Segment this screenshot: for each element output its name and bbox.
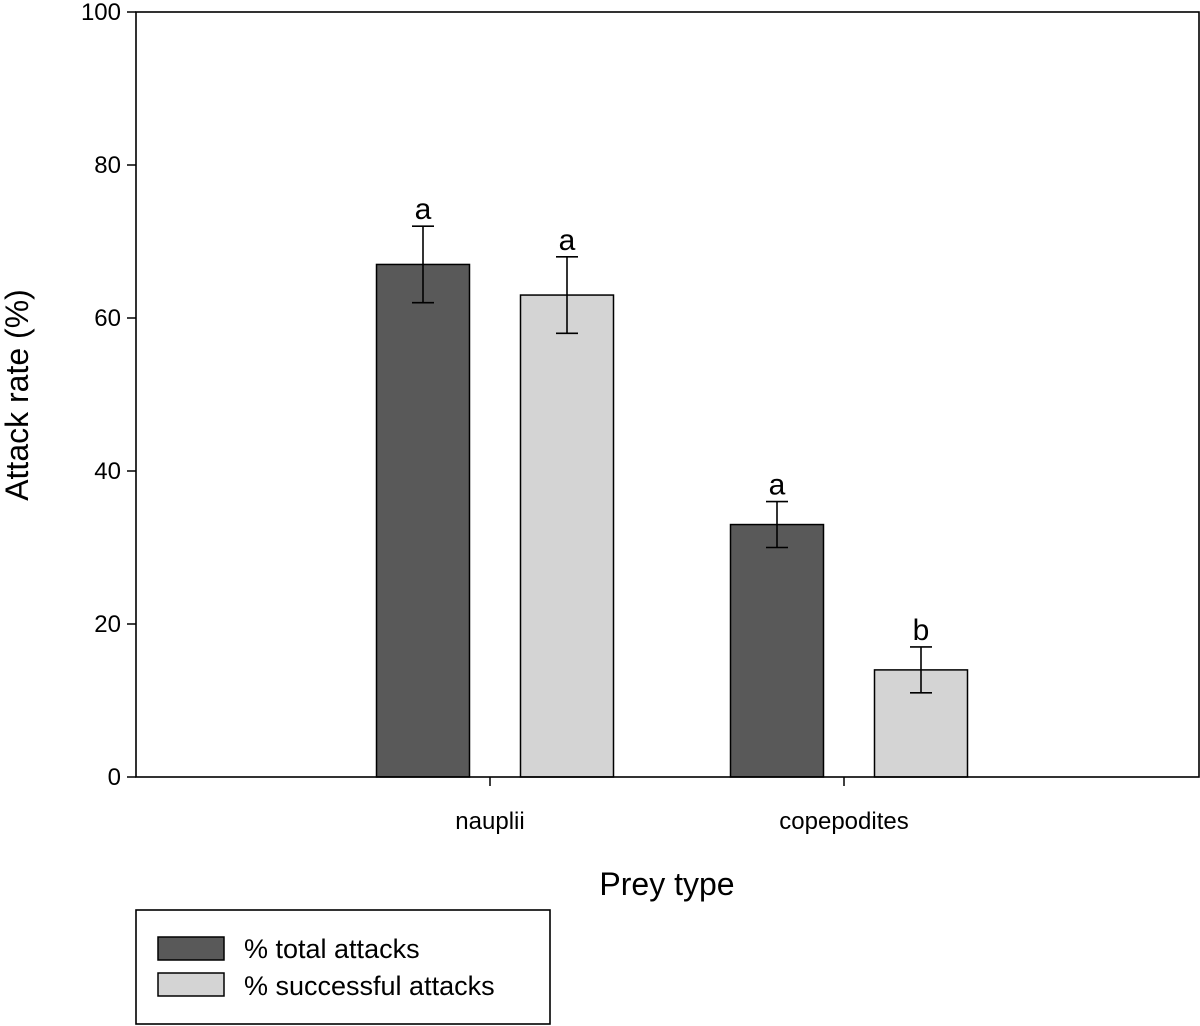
y-axis-title: Attack rate (%): [0, 289, 35, 501]
y-tick-label: 0: [108, 764, 121, 791]
x-tick-label: nauplii: [455, 808, 524, 835]
bar: [729, 523, 825, 778]
y-tick-label: 100: [81, 0, 121, 26]
y-tick-label: 40: [94, 458, 121, 485]
x-axis-title: Prey type: [599, 866, 734, 902]
y-tick-label: 80: [94, 152, 121, 179]
x-tick-label: copepodites: [779, 808, 908, 835]
plot-frame: [135, 11, 1200, 778]
legend-swatch-total-attacks: [157, 936, 225, 961]
y-tick-label: 60: [94, 305, 121, 332]
legend-swatch-successful-attacks: [157, 972, 225, 997]
significance-label: a: [769, 469, 786, 502]
legend-label-total-attacks: % total attacks: [244, 934, 420, 964]
bar: [519, 294, 615, 778]
y-tick-label: 20: [94, 611, 121, 638]
plot-area: a a a b: [375, 193, 969, 778]
significance-label: a: [415, 193, 432, 226]
legend-box: [135, 909, 551, 1025]
significance-label: a: [559, 224, 576, 257]
bar: [375, 263, 471, 778]
legend: % total attacks % successful attacks: [135, 909, 551, 1025]
axes: 0 20 40 60 80 100 nauplii copepodites: [81, 0, 1200, 835]
significance-label: b: [913, 614, 930, 647]
legend-label-successful-attacks: % successful attacks: [244, 971, 495, 1001]
